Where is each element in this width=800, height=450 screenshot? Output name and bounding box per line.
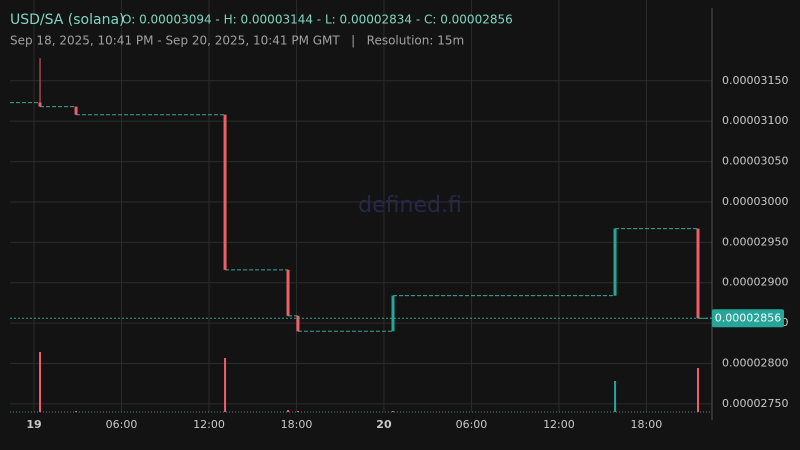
candle-body: [286, 269, 290, 316]
volume-bar: [392, 411, 395, 412]
y-tick-label: 0.00003150: [722, 74, 788, 87]
y-tick-label: 0.00002900: [722, 276, 788, 289]
candle-body: [296, 315, 300, 332]
candle-body: [223, 114, 227, 270]
candle-body: [696, 228, 700, 319]
x-tick-label: 06:00: [106, 418, 138, 431]
y-tick-label: 0.00003100: [722, 114, 788, 127]
x-tick-label: 12:00: [193, 418, 225, 431]
last-price-box: [712, 309, 784, 328]
y-tick-label: 0.00003000: [722, 195, 788, 208]
candle-body: [38, 102, 42, 107]
chart-title: USD/SA (solana): [10, 12, 125, 28]
volume-bar: [287, 410, 290, 412]
x-tick-label: 12:00: [543, 418, 575, 431]
y-tick-label: 0.00002950: [722, 235, 788, 248]
x-tick-label: 20: [376, 418, 392, 431]
volume-bar: [697, 368, 700, 412]
x-tick-label: 06:00: [456, 418, 488, 431]
last-price-label: 0.00002856: [715, 311, 781, 324]
subtitle: Sep 18, 2025, 10:41 PM - Sep 20, 2025, 1…: [10, 34, 464, 48]
volume-bar: [614, 381, 617, 412]
volume-bar: [296, 411, 299, 412]
candle-body: [391, 295, 395, 332]
watermark: defined.fi: [358, 193, 462, 218]
y-tick-label: 0.00002750: [722, 397, 788, 410]
y-tick-label: 0.00003050: [722, 155, 788, 168]
x-tick-label: 19: [26, 418, 41, 431]
y-tick-label: 0.00002800: [722, 357, 788, 370]
volume-bar: [39, 352, 42, 412]
volume-bar: [224, 358, 227, 412]
volume-bar: [75, 411, 78, 412]
x-tick-label: 18:00: [281, 418, 313, 431]
x-tick-label: 18:00: [631, 418, 663, 431]
candle-body: [613, 228, 617, 296]
ohlc-header: O: 0.00003094 - H: 0.00003144 - L: 0.000…: [122, 13, 513, 27]
candle-body: [74, 106, 78, 115]
